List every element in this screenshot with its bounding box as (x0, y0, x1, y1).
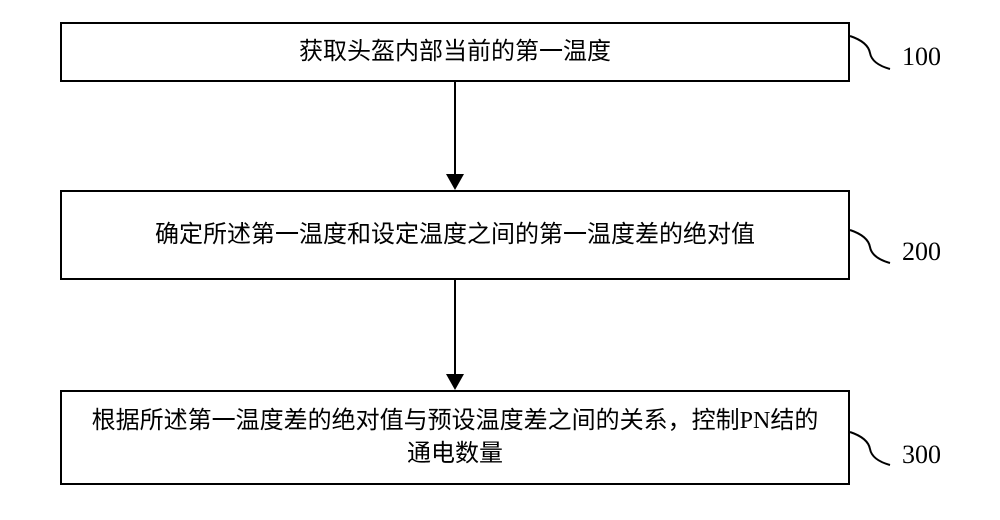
flow-node-200-text: 确定所述第一温度和设定温度之间的第一温度差的绝对值 (155, 219, 755, 251)
brace-100 (850, 36, 890, 70)
brace-200 (850, 230, 890, 264)
flow-node-100: 获取头盔内部当前的第一温度 (60, 22, 850, 82)
flowchart-canvas: 获取头盔内部当前的第一温度 100 确定所述第一温度和设定温度之间的第一温度差的… (0, 0, 1000, 520)
flow-label-200: 200 (902, 237, 941, 267)
flow-node-300: 根据所述第一温度差的绝对值与预设温度差之间的关系，控制PN结的通电数量 (60, 390, 850, 485)
flow-node-200: 确定所述第一温度和设定温度之间的第一温度差的绝对值 (60, 190, 850, 280)
flow-label-300: 300 (902, 440, 941, 470)
flow-label-100: 100 (902, 42, 941, 72)
brace-300 (850, 432, 890, 466)
flow-node-100-text: 获取头盔内部当前的第一温度 (299, 36, 611, 68)
flow-node-300-text: 根据所述第一温度差的绝对值与预设温度差之间的关系，控制PN结的通电数量 (82, 405, 828, 470)
